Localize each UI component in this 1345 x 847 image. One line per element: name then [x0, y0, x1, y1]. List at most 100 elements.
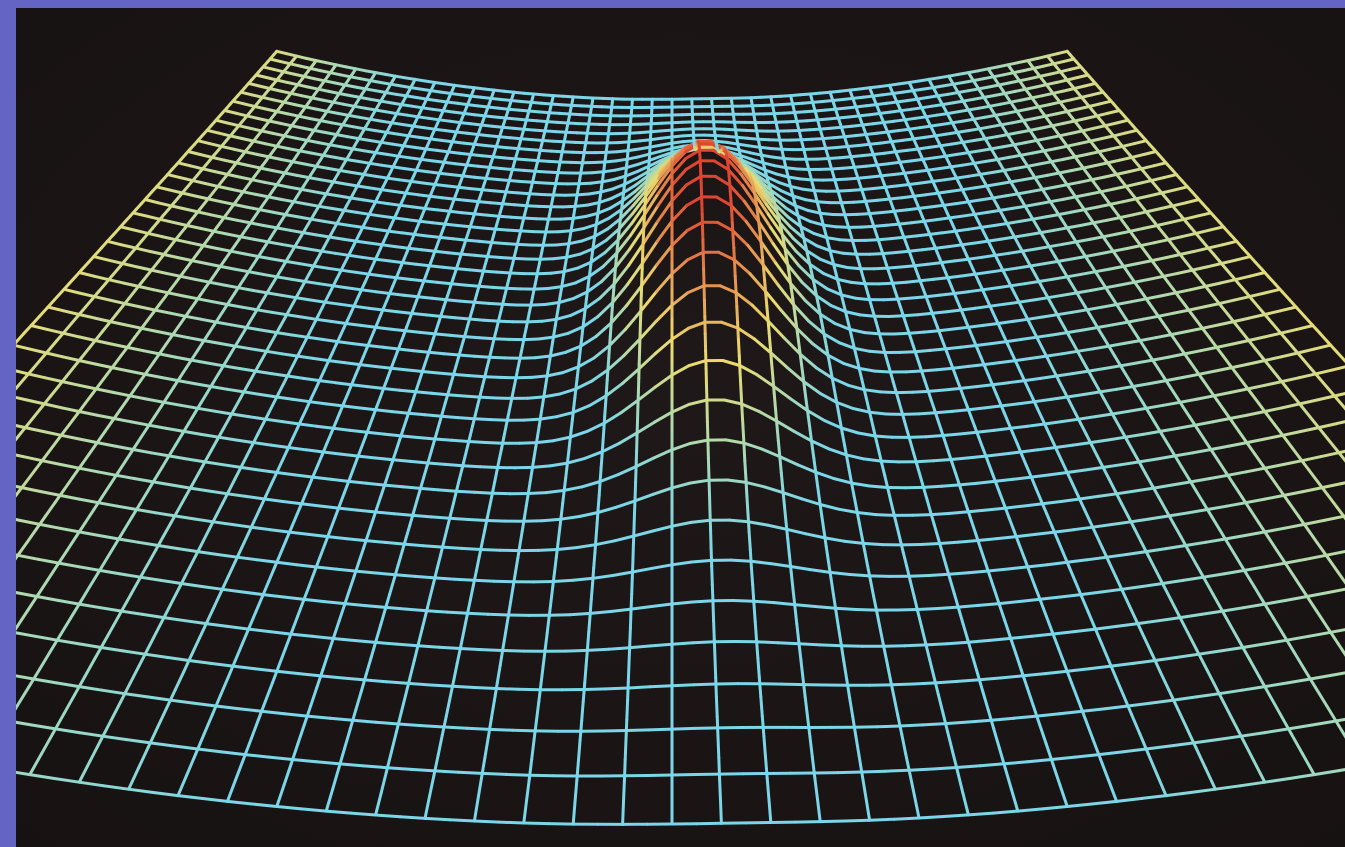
mesh-line [1175, 652, 1201, 659]
mesh-line [323, 300, 341, 306]
mesh-line [322, 219, 339, 225]
mesh-line [35, 514, 48, 531]
mesh-line [558, 387, 578, 396]
mesh-line [1263, 380, 1284, 387]
mesh-line [347, 113, 361, 119]
mesh-line [604, 150, 619, 154]
mesh-line [670, 291, 690, 307]
mesh-line [649, 121, 664, 126]
mesh-line [388, 292, 406, 297]
mesh-line [354, 364, 362, 376]
mesh-line [145, 214, 162, 221]
mesh-line [414, 390, 434, 395]
mesh-line [477, 542, 484, 559]
mesh-line [800, 280, 819, 298]
mesh-line [1281, 459, 1304, 466]
mesh-line [1100, 134, 1116, 140]
mesh-line [670, 773, 698, 777]
mesh-line [966, 569, 990, 575]
mesh-line [753, 192, 770, 217]
mesh-line [545, 366, 550, 379]
mesh-line [992, 222, 1009, 227]
mesh-line [920, 246, 937, 252]
mesh-line [982, 94, 996, 99]
mesh-line [635, 419, 639, 438]
mesh-line [196, 340, 205, 352]
mesh-line [577, 738, 582, 762]
mesh-line [1070, 308, 1089, 314]
mesh-line [264, 482, 273, 498]
mesh-line [762, 267, 767, 282]
mesh-line [811, 100, 825, 104]
mesh-line [562, 140, 577, 144]
mesh-line [549, 584, 555, 603]
mesh-line [940, 259, 957, 265]
mesh-line [176, 379, 196, 386]
mesh-line [915, 96, 929, 101]
mesh-line [1041, 500, 1063, 506]
mesh-line [420, 106, 435, 111]
mesh-line [851, 407, 872, 414]
mesh-line [565, 452, 570, 468]
mesh-line [633, 495, 637, 515]
mesh-line [255, 152, 271, 159]
mesh-line [269, 471, 279, 486]
mesh-line [386, 766, 413, 771]
mesh-line [726, 478, 748, 484]
mesh-line [1026, 231, 1043, 237]
mesh-line [172, 375, 182, 389]
mesh-line [305, 138, 321, 145]
mesh-line [133, 327, 143, 340]
mesh-line [280, 352, 300, 358]
mesh-line [93, 316, 112, 324]
mesh-line [533, 354, 552, 360]
mesh-line [374, 456, 395, 462]
mesh-line [1103, 364, 1123, 370]
mesh-line [559, 501, 565, 518]
mesh-line [604, 378, 609, 394]
mesh-line [468, 423, 475, 438]
mesh-line [209, 661, 235, 668]
mesh-line [948, 510, 970, 515]
mesh-line [912, 193, 928, 198]
mesh-line [409, 459, 430, 465]
mesh-line [469, 153, 484, 158]
mesh-line [1071, 369, 1091, 376]
mesh-line [670, 600, 694, 606]
mesh-line [548, 461, 569, 468]
mesh-line [1312, 769, 1341, 777]
mesh-line [178, 366, 188, 379]
mesh-line [897, 221, 914, 226]
mesh-line [798, 177, 813, 182]
mesh-line [379, 140, 394, 146]
mesh-line [95, 441, 117, 448]
mesh-line [338, 491, 346, 507]
mesh-line [1312, 343, 1333, 351]
mesh-line [829, 304, 847, 314]
mesh-line [101, 321, 112, 333]
mesh-line [1108, 200, 1125, 206]
mesh-line [62, 287, 81, 295]
mesh-line [264, 342, 273, 354]
mesh-line [782, 503, 788, 524]
mesh-line [95, 413, 116, 420]
mesh-line [1096, 323, 1115, 329]
mesh-line [1080, 93, 1094, 99]
mesh-line [350, 373, 358, 386]
mesh-line [539, 664, 545, 686]
mesh-line [929, 123, 943, 128]
mesh-line [1061, 195, 1078, 201]
mesh-line [1036, 446, 1058, 452]
mesh-line [537, 682, 543, 704]
mesh-line [984, 158, 999, 163]
mesh-line [659, 135, 674, 140]
mesh-line [628, 609, 633, 630]
mesh-line [580, 700, 585, 723]
mesh-line [146, 630, 158, 651]
mesh-line [282, 595, 306, 601]
mesh-line [490, 124, 505, 129]
mesh-line [922, 329, 941, 334]
mesh-line [176, 161, 192, 168]
mesh-line [321, 98, 335, 104]
mesh-line [1144, 403, 1165, 410]
